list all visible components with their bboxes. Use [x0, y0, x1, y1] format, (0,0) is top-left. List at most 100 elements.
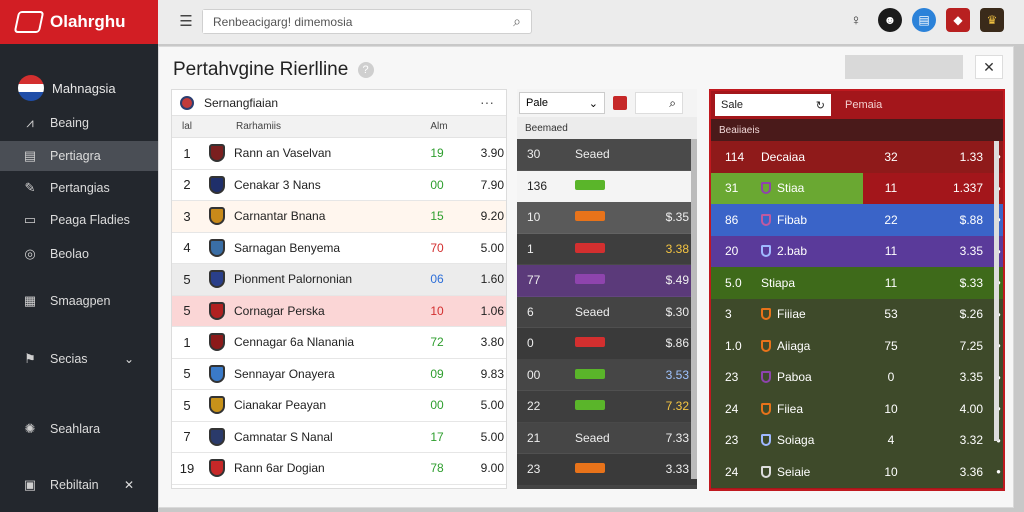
- table-row[interactable]: 10 $.35: [517, 202, 697, 234]
- odds-chip[interactable]: [575, 179, 605, 190]
- table-row[interactable]: 136: [517, 170, 697, 202]
- refresh-icon[interactable]: ↻: [815, 99, 825, 112]
- table-row[interactable]: 0 $.86: [517, 328, 697, 360]
- table-row[interactable]: 1 3.38: [517, 233, 697, 265]
- col-team[interactable]: Rarhamiis: [236, 121, 282, 132]
- user-icon[interactable]: ☻: [878, 8, 902, 32]
- more-options-icon[interactable]: ···: [480, 94, 494, 110]
- search-icon[interactable]: ⌕: [513, 13, 521, 29]
- team-crest-icon: [761, 213, 771, 226]
- sidebar-item-2[interactable]: ✎ Pertangias: [0, 173, 158, 203]
- points-cell: 10: [430, 303, 444, 318]
- odds-label: Seaed: [575, 430, 610, 445]
- club-crest-icon[interactable]: ◆: [946, 8, 970, 32]
- table-row[interactable]: 21 Seaed 7.33: [517, 422, 697, 454]
- team-crest-icon: [209, 207, 225, 226]
- close-icon[interactable]: ✕: [123, 478, 134, 492]
- table-row[interactable]: 5 Cornagar Perska 10 1.06: [172, 295, 506, 327]
- sidebar-item-7[interactable]: ✺ Seahlara: [0, 414, 158, 444]
- table-row[interactable]: 5 Cianakar Peayan 00 5.00: [172, 390, 506, 422]
- odds-chip[interactable]: [575, 211, 605, 222]
- odds-chip[interactable]: [575, 368, 605, 379]
- help-icon[interactable]: ?: [357, 61, 374, 78]
- table-row[interactable]: 7 Camnatar S Nanal 17 5.00: [172, 421, 506, 453]
- odds-chip[interactable]: [575, 274, 605, 285]
- sidebar-item-8[interactable]: ▣ Rebiltain ✕: [0, 470, 158, 500]
- list-icon: ▭: [23, 212, 37, 227]
- sidebar-item-label: Beaing: [50, 116, 89, 130]
- results-col-label[interactable]: Beaiiaeis: [719, 124, 760, 136]
- rank-cell: 5: [183, 397, 191, 413]
- close-icon[interactable]: ✕: [975, 55, 1003, 79]
- odds-chip[interactable]: [575, 400, 605, 411]
- scrollbar[interactable]: [994, 141, 999, 441]
- chevron-down-icon[interactable]: ⌄: [123, 352, 134, 366]
- table-row[interactable]: 5 Sennayar Onayera 09 9.83: [172, 358, 506, 390]
- table-row[interactable]: 2 Cenakar 3 Nans 00 7.90: [172, 169, 506, 201]
- rank-cell: 5: [183, 271, 191, 287]
- odds-col-label[interactable]: Beemaed: [525, 122, 568, 134]
- odds-index: 77: [527, 273, 541, 288]
- search-box[interactable]: ⌕: [202, 9, 532, 34]
- odds-select[interactable]: Pale ⌄: [519, 92, 605, 114]
- odds-chip[interactable]: [575, 242, 605, 253]
- table-row[interactable]: 00 3.53: [517, 359, 697, 391]
- standings-header: Sernangfiaian ···: [172, 90, 506, 116]
- team-name: Rann 6ar Dogian: [234, 461, 325, 476]
- scrollbar[interactable]: [691, 139, 697, 479]
- avatar[interactable]: ♛: [980, 8, 1004, 32]
- user-row[interactable]: Mahnagsia: [0, 44, 158, 114]
- sidebar-item-4[interactable]: ◎ Beolao: [0, 239, 158, 269]
- team-crest-icon: [209, 144, 225, 163]
- odds-chip[interactable]: [575, 337, 605, 348]
- panel-toolbar-field[interactable]: [845, 55, 963, 79]
- sidebar-item-0[interactable]: ⩘ Beaing: [0, 108, 158, 138]
- table-row[interactable]: 23 3.33: [517, 454, 697, 486]
- table-row[interactable]: 5 Pionment Palornonian 06 1.60: [172, 264, 506, 296]
- table-row[interactable]: 1 Rann an Vaselvan 19 3.90: [172, 138, 506, 170]
- points-cell: 09: [430, 366, 444, 381]
- col-rank[interactable]: lal: [181, 121, 192, 132]
- results-select[interactable]: Sale ↻: [715, 94, 831, 116]
- team-name: Cennagar 6a Nlanania: [234, 335, 355, 350]
- brand-bar[interactable]: Olahrghu: [0, 0, 158, 44]
- points-cell: 72: [430, 335, 444, 350]
- sidebar-item-1[interactable]: ▤ Pertiagra: [0, 141, 158, 171]
- result-count: 75: [884, 338, 898, 353]
- table-row[interactable]: 22 7.32: [517, 391, 697, 423]
- odds-chip[interactable]: [575, 463, 605, 474]
- table-row[interactable]: 6 Seaed $.30: [517, 296, 697, 328]
- table-row[interactable]: 19 Rann 6ar Dogian 78 9.00: [172, 453, 506, 485]
- table-row[interactable]: 77 $.49: [517, 265, 697, 297]
- col-points[interactable]: Alm: [430, 121, 448, 132]
- chat-icon[interactable]: ▤: [912, 8, 936, 32]
- points-cell: 06: [430, 272, 444, 287]
- sidebar-item-6[interactable]: ⚑ Secias ⌄: [0, 344, 158, 374]
- result-count: 32: [884, 149, 898, 164]
- hamburger-menu-icon[interactable]: ☰: [179, 13, 193, 30]
- odds-index: 6: [527, 304, 534, 319]
- table-row[interactable]: 30 Seaed: [517, 139, 697, 171]
- table-row[interactable]: 24 Seiaie 10 3.36 ●: [711, 456, 1003, 488]
- dot-icon[interactable]: ●: [996, 467, 1001, 477]
- sidebar-item-5[interactable]: ▦ Smaagpen: [0, 286, 158, 316]
- table-row[interactable]: 4 Sarnagan Benyema 70 5.00: [172, 232, 506, 264]
- table-row[interactable]: 1 Cennagar 6a Nlanania 72 3.80: [172, 327, 506, 359]
- table-row[interactable]: 3 Carnantar Bnana 15 9.20: [172, 201, 506, 233]
- odds-search-button[interactable]: ⌕: [635, 92, 683, 114]
- sidebar-item-label: Smaagpen: [50, 294, 111, 308]
- bulb-icon[interactable]: ♀: [850, 11, 862, 29]
- search-input[interactable]: [203, 10, 493, 33]
- box-icon: ▣: [23, 477, 37, 492]
- sidebar-item-3[interactable]: ▭ Peaga Fladies: [0, 205, 158, 235]
